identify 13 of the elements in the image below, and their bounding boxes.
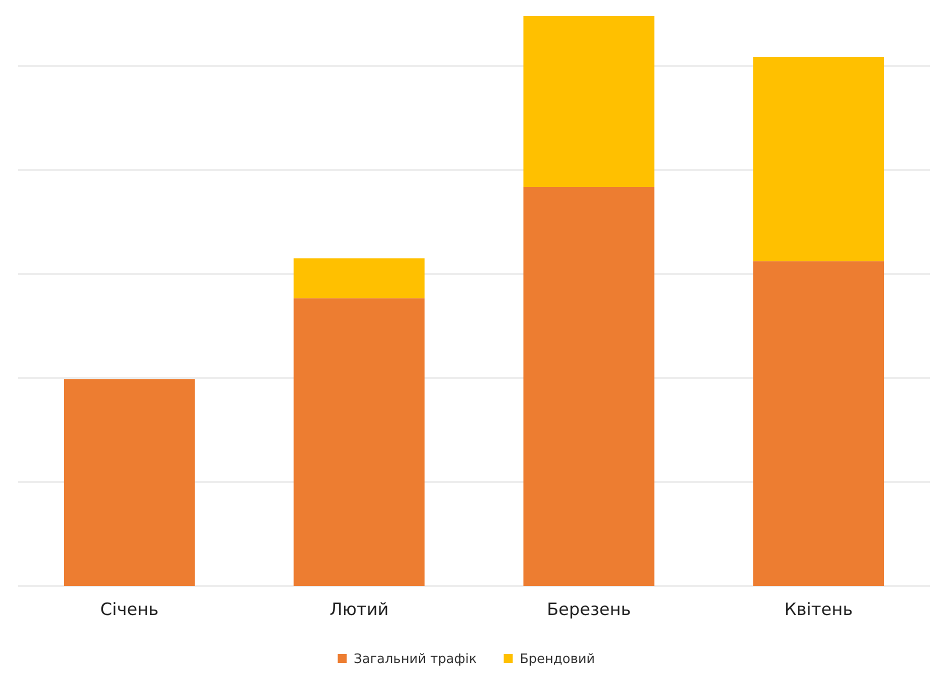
- bar: [523, 187, 654, 586]
- bar: [294, 258, 425, 298]
- bar: [294, 298, 425, 586]
- x-tick-label: Квітень: [784, 600, 853, 620]
- bar: [523, 16, 654, 187]
- x-tick-label: Лютий: [330, 600, 389, 620]
- x-tick-label: Березень: [546, 600, 631, 620]
- x-tick-label: Січень: [100, 600, 159, 620]
- bar: [753, 261, 884, 586]
- legend-label: Загальний трафік: [354, 652, 477, 667]
- bar: [64, 379, 195, 586]
- legend-label: Брендовий: [520, 652, 595, 667]
- bar: [753, 57, 884, 262]
